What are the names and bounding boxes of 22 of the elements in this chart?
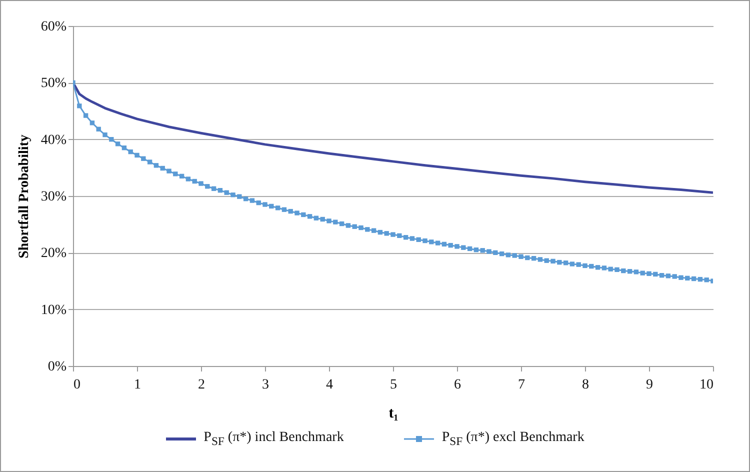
x-tick-label: 9 [646,378,653,392]
y-tick-label: 50% [40,76,67,92]
x-tick-label: 5 [390,378,397,392]
x-tick-label: 8 [582,378,589,392]
y-tick-label: 20% [40,246,67,262]
y-tick-label: 60% [40,20,67,34]
y-tick-label: 40% [40,132,67,148]
x-axis-title: t₁ [388,406,398,422]
y-tick-label: 10% [40,302,67,318]
x-tick-label: 0 [74,378,80,392]
x-tick-label: 4 [326,378,333,392]
legend-label: P$_{SF}$ (π*) excl Benchmark [442,430,584,448]
x-tick-label: 6 [454,378,461,392]
legend-label: P$_{SF}$ (π*) incl Benchmark [204,430,344,448]
x-tick-label: 10 [700,378,714,392]
x-tick-label: 7 [518,378,525,392]
y-tick-label: 0% [48,360,67,374]
x-tick-label: 3 [262,378,269,392]
x-tick-label: 2 [198,378,205,392]
x-tick-label: 1 [134,378,141,392]
y-tick-label: 30% [40,190,67,204]
y-axis-title: Shortfall Probability [16,134,32,258]
